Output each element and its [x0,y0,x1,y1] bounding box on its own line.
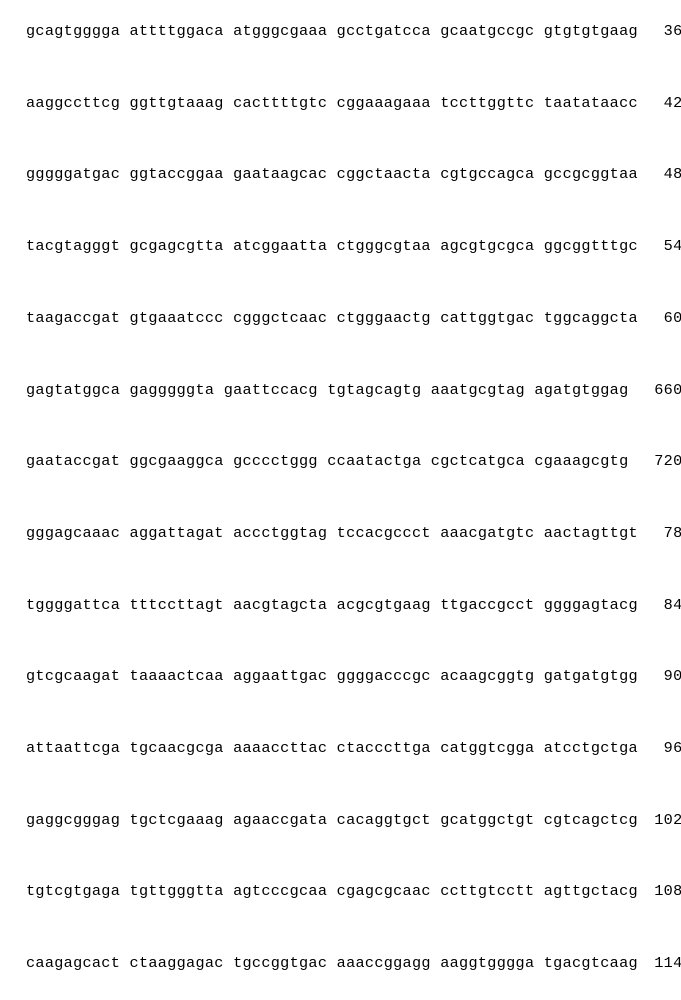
position-number: 600 [638,311,681,326]
sequence-blocks: tacgtagggt gcgagcgtta atcggaatta ctgggcg… [26,239,638,254]
sequence-row: taagaccgat gtgaaatccc cgggctcaac ctgggaa… [26,311,655,326]
sequence-blocks: gagtatggca gagggggta gaattccacg tgtagcag… [26,383,629,398]
sequence-blocks: gaataccgat ggcgaaggca gcccctggg ccaatact… [26,454,629,469]
sequence-row: gaggcgggag tgctcgaaag agaaccgata cacaggt… [26,813,655,828]
position-number: 840 [638,598,681,613]
sequence-row: gaataccgat ggcgaaggca gcccctggg ccaatact… [26,454,655,469]
position-number: 960 [638,741,681,756]
sequence-blocks: tggggattca tttccttagt aacgtagcta acgcgtg… [26,598,638,613]
position-number: 1080 [638,884,681,899]
position-number: 540 [638,239,681,254]
sequence-blocks: caagagcact ctaaggagac tgccggtgac aaaccgg… [26,956,638,971]
sequence-blocks: gggagcaaac aggattagat accctggtag tccacgc… [26,526,638,541]
sequence-row: tgtcgtgaga tgttgggtta agtcccgcaa cgagcgc… [26,884,655,899]
sequence-blocks: gaggcgggag tgctcgaaag agaaccgata cacaggt… [26,813,638,828]
sequence-row: gggagcaaac aggattagat accctggtag tccacgc… [26,526,655,541]
sequence-row: caagagcact ctaaggagac tgccggtgac aaaccgg… [26,956,655,971]
position-number: 720 [629,454,681,469]
position-number: 360 [638,24,681,39]
position-number: 1140 [638,956,681,971]
position-number: 660 [629,383,681,398]
position-number: 780 [638,526,681,541]
position-number: 420 [638,96,681,111]
sequence-row: attaattcga tgcaacgcga aaaaccttac ctaccct… [26,741,655,756]
sequence-row: tacgtagggt gcgagcgtta atcggaatta ctgggcg… [26,239,655,254]
sequence-blocks: gcagtgggga attttggaca atgggcgaaa gcctgat… [26,24,638,39]
sequence-blocks: gggggatgac ggtaccggaa gaataagcac cggctaa… [26,167,638,182]
sequence-row: gtcgcaagat taaaactcaa aggaattgac ggggacc… [26,669,655,684]
sequence-row: aaggccttcg ggttgtaaag cacttttgtc cggaaag… [26,96,655,111]
sequence-blocks: attaattcga tgcaacgcga aaaaccttac ctaccct… [26,741,638,756]
position-number: 480 [638,167,681,182]
position-number: 1020 [638,813,681,828]
sequence-row: gggggatgac ggtaccggaa gaataagcac cggctaa… [26,167,655,182]
sequence-blocks: gtcgcaagat taaaactcaa aggaattgac ggggacc… [26,669,638,684]
sequence-listing: gcagtgggga attttggaca atgggcgaaa gcctgat… [0,0,681,1000]
sequence-row: tggggattca tttccttagt aacgtagcta acgcgtg… [26,598,655,613]
sequence-row: gcagtgggga attttggaca atgggcgaaa gcctgat… [26,24,655,39]
sequence-blocks: tgtcgtgaga tgttgggtta agtcccgcaa cgagcgc… [26,884,638,899]
sequence-blocks: aaggccttcg ggttgtaaag cacttttgtc cggaaag… [26,96,638,111]
sequence-blocks: taagaccgat gtgaaatccc cgggctcaac ctgggaa… [26,311,638,326]
position-number: 900 [638,669,681,684]
sequence-row: gagtatggca gagggggta gaattccacg tgtagcag… [26,383,655,398]
